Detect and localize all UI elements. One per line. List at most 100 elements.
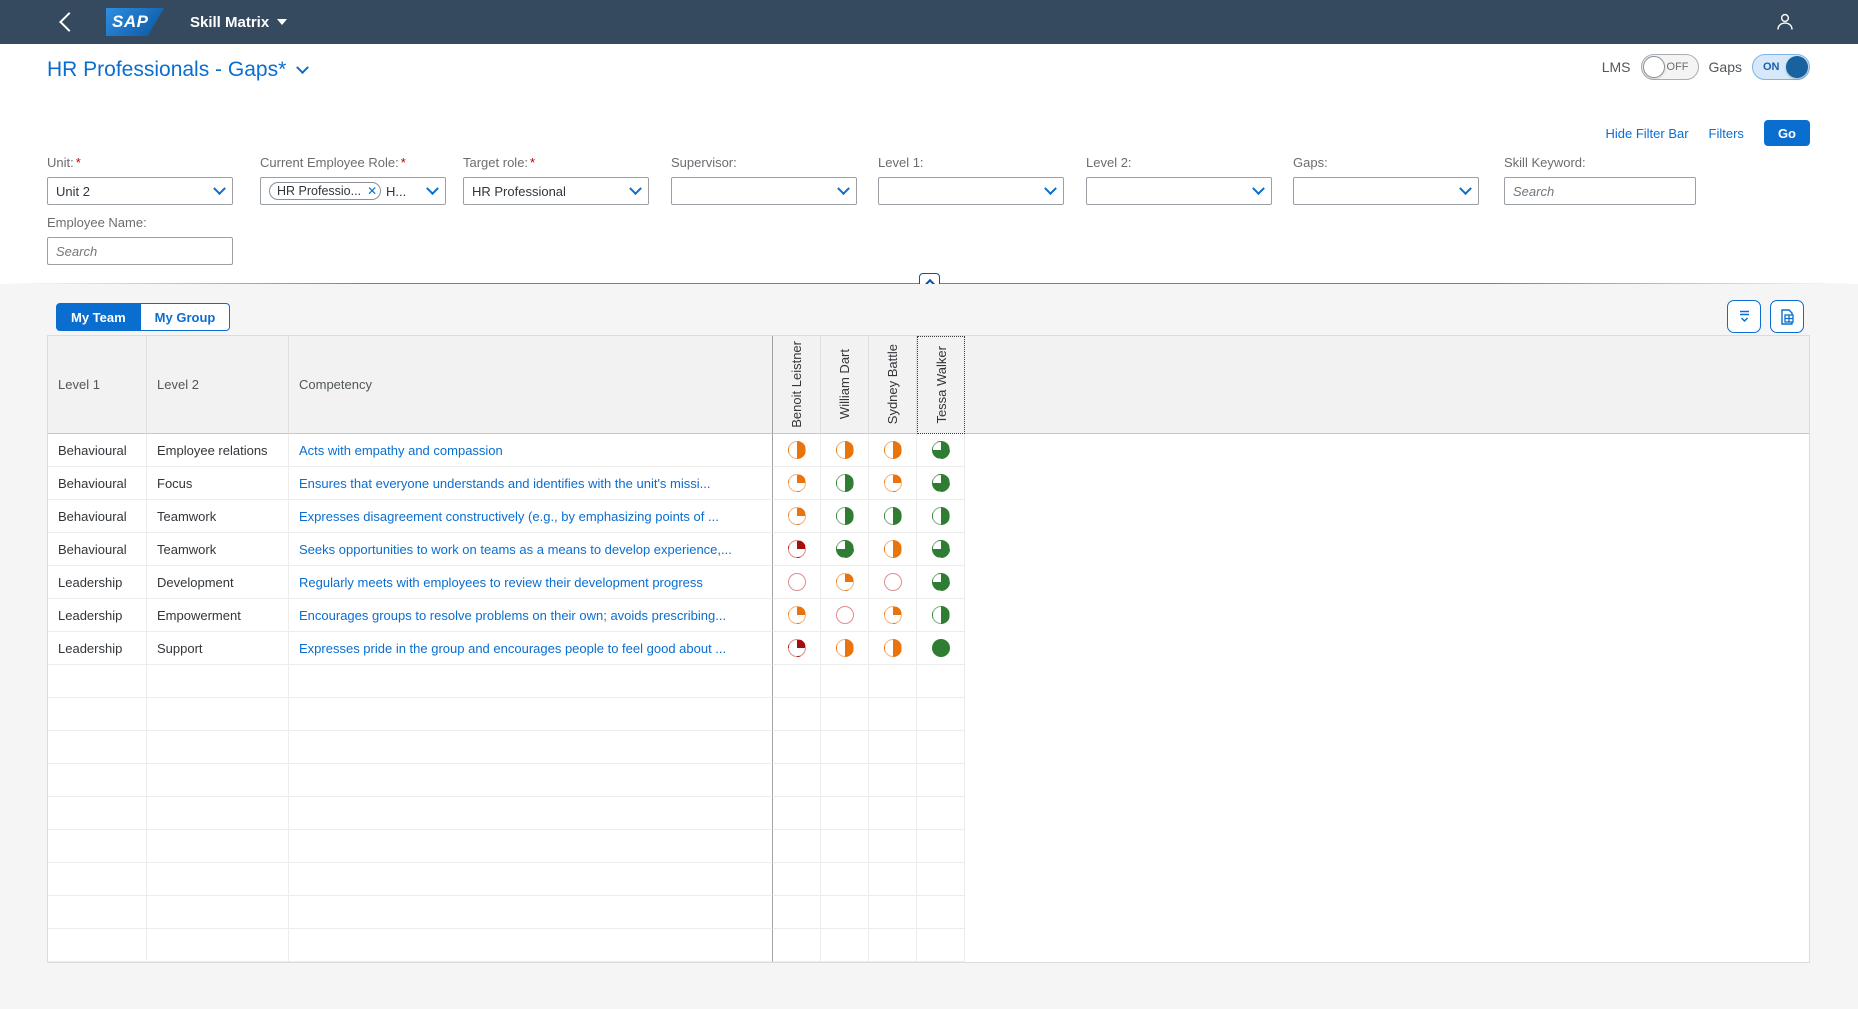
app-title[interactable]: Skill Matrix — [190, 13, 270, 31]
target-role-value: HR Professional — [472, 183, 566, 199]
rating-pie[interactable] — [883, 606, 902, 624]
rating-pie[interactable] — [787, 540, 806, 558]
level1-cell: Behavioural — [48, 434, 147, 467]
supervisor-combobox[interactable] — [671, 177, 857, 205]
collapse-rows-icon — [1739, 310, 1749, 323]
column-header-person[interactable]: Benoit Leistner — [773, 336, 821, 434]
column-header-level1[interactable]: Level 1 — [48, 336, 147, 434]
competency-link[interactable]: Seeks opportunities to work on teams as … — [299, 541, 732, 557]
tab-my-group[interactable]: My Group — [140, 303, 231, 331]
employee-name-input[interactable] — [47, 237, 233, 265]
rating-pie[interactable] — [835, 474, 854, 492]
rating-pie[interactable] — [931, 639, 950, 657]
filter-gaps: Gaps: — [1293, 155, 1479, 205]
rating-pie[interactable] — [787, 507, 806, 525]
rating-pie[interactable] — [787, 441, 806, 459]
required-mark: * — [75, 155, 81, 170]
level1-label: Level 1: — [878, 155, 924, 170]
level2-combobox[interactable] — [1086, 177, 1272, 205]
rating-pie[interactable] — [931, 507, 950, 525]
unit-combobox[interactable]: Unit 2 — [47, 177, 233, 205]
skill-keyword-input[interactable] — [1504, 177, 1696, 205]
level2-cell: Empowerment — [147, 599, 289, 632]
rating-pie[interactable] — [883, 441, 902, 459]
gaps-switch[interactable]: ON — [1752, 54, 1810, 80]
column-header-person-focused[interactable]: Tessa Walker — [917, 336, 965, 434]
level2-cell: Development — [147, 566, 289, 599]
rating-pie[interactable] — [883, 474, 902, 492]
rating-pie[interactable] — [835, 540, 854, 558]
rating-pie[interactable] — [787, 573, 806, 591]
back-icon[interactable] — [59, 12, 79, 32]
required-mark: * — [400, 155, 406, 170]
sap-logo: SAP — [106, 8, 164, 36]
chevron-down-icon[interactable] — [1044, 181, 1057, 195]
competency-link[interactable]: Encourages groups to resolve problems on… — [299, 607, 727, 623]
rating-pie[interactable] — [835, 507, 854, 525]
employee-name-label: Employee Name: — [47, 215, 147, 230]
target-role-combobox[interactable]: HR Professional — [463, 177, 649, 205]
level2-cell: Teamwork — [147, 500, 289, 533]
rating-pie[interactable] — [931, 540, 950, 558]
person-name: Benoit Leistner — [789, 341, 804, 428]
person-name: William Dart — [837, 349, 852, 420]
chevron-down-icon[interactable] — [213, 181, 226, 195]
role-token: HR Professio... ✕ — [269, 182, 381, 200]
rating-pie[interactable] — [835, 441, 854, 459]
table-header-row: Level 1 Level 2 Competency Benoit Leistn… — [48, 336, 1809, 434]
competency-link[interactable]: Acts with empathy and compassion — [299, 442, 503, 458]
export-spreadsheet-icon — [1781, 308, 1794, 325]
current-role-multicombobox[interactable]: HR Professio... ✕ H... — [260, 177, 446, 205]
level1-cell: Behavioural — [48, 533, 147, 566]
rating-pie[interactable] — [883, 540, 902, 558]
column-header-person[interactable]: Sydney Battle — [869, 336, 917, 434]
table-row: Leadership Support Expresses pride in th… — [48, 632, 1809, 665]
chevron-down-icon[interactable] — [1459, 181, 1472, 195]
chevron-down-icon[interactable] — [837, 181, 850, 195]
gaps-combobox[interactable] — [1293, 177, 1479, 205]
rating-pie[interactable] — [883, 639, 902, 657]
role-token-text: HR Professio... — [277, 184, 362, 198]
user-profile-icon[interactable] — [1774, 11, 1796, 33]
filter-skill-keyword: Skill Keyword: — [1504, 155, 1696, 205]
chevron-down-icon[interactable] — [426, 181, 439, 195]
rating-pie[interactable] — [931, 573, 950, 591]
rating-pie[interactable] — [787, 474, 806, 492]
go-button[interactable]: Go — [1763, 120, 1810, 146]
column-header-level2[interactable]: Level 2 — [147, 336, 289, 434]
app-title-dropdown-icon[interactable] — [277, 19, 288, 25]
empty-table-row — [48, 698, 1809, 731]
rating-pie[interactable] — [883, 573, 902, 591]
rating-pie[interactable] — [883, 507, 902, 525]
token-remove-icon[interactable]: ✕ — [367, 184, 378, 198]
page-title: HR Professionals - Gaps* — [47, 58, 287, 81]
rating-pie[interactable] — [931, 606, 950, 624]
competency-link[interactable]: Expresses disagreement constructively (e… — [299, 508, 719, 524]
hide-filter-bar-link[interactable]: Hide Filter Bar — [1605, 125, 1689, 141]
rating-pie[interactable] — [787, 606, 806, 624]
chevron-down-icon[interactable] — [1252, 181, 1265, 195]
collapse-rows-button[interactable] — [1727, 300, 1761, 333]
rating-pie[interactable] — [835, 573, 854, 591]
competency-link[interactable]: Regularly meets with employees to review… — [299, 574, 703, 590]
column-header-competency[interactable]: Competency — [289, 336, 773, 434]
tab-my-team[interactable]: My Team — [56, 303, 141, 331]
rating-pie[interactable] — [835, 639, 854, 657]
level2-cell: Teamwork — [147, 533, 289, 566]
team-group-tabs: My Team My Group — [56, 303, 231, 331]
competency-link[interactable]: Ensures that everyone understands and id… — [299, 475, 711, 491]
column-header-person[interactable]: William Dart — [821, 336, 869, 434]
level1-combobox[interactable] — [878, 177, 1064, 205]
competency-link[interactable]: Expresses pride in the group and encoura… — [299, 640, 727, 656]
variant-dropdown-icon[interactable] — [296, 60, 310, 74]
rating-pie[interactable] — [835, 606, 854, 624]
gaps-filter-label: Gaps: — [1293, 155, 1328, 170]
chevron-down-icon[interactable] — [629, 181, 642, 195]
rating-pie[interactable] — [931, 441, 950, 459]
rating-pie[interactable] — [931, 474, 950, 492]
export-spreadsheet-button[interactable] — [1770, 300, 1804, 333]
lms-switch[interactable]: OFF — [1640, 54, 1699, 80]
rating-pie[interactable] — [787, 639, 806, 657]
filters-link[interactable]: Filters — [1708, 125, 1744, 141]
